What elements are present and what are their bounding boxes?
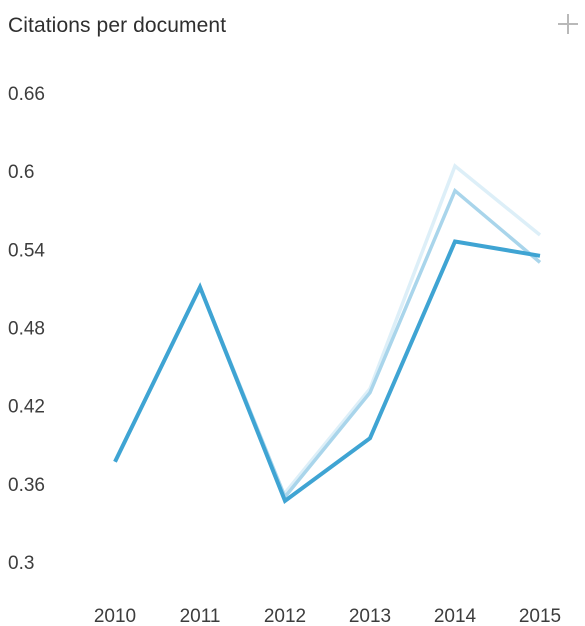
y-tick-label: 0.36 bbox=[8, 475, 45, 496]
y-tick-label: 0.42 bbox=[8, 397, 45, 418]
x-tick-label: 2014 bbox=[434, 606, 477, 626]
y-tick-label: 0.54 bbox=[8, 240, 45, 261]
x-tick-label: 2013 bbox=[349, 606, 391, 626]
x-tick-label: 2010 bbox=[94, 606, 136, 626]
y-tick-label: 0.48 bbox=[8, 319, 45, 340]
series-line bbox=[113, 239, 541, 504]
x-tick-label: 2015 bbox=[519, 606, 561, 626]
y-tick-label: 0.66 bbox=[8, 84, 45, 105]
x-tick-label: 2012 bbox=[264, 606, 306, 626]
series-line bbox=[113, 187, 542, 501]
series-3 bbox=[113, 239, 541, 504]
widget-title: Citations per document bbox=[8, 14, 227, 37]
x-tick-label: 2011 bbox=[180, 606, 221, 626]
x-axis: 2010 2011 2012 2013 2014 2015 bbox=[94, 606, 561, 626]
plus-icon[interactable] bbox=[555, 11, 581, 37]
y-tick-label: 0.6 bbox=[8, 162, 34, 183]
series-layer bbox=[113, 163, 542, 504]
y-tick-label: 0.3 bbox=[8, 553, 34, 574]
y-axis: 0.66 0.6 0.54 0.48 0.42 0.36 0.3 bbox=[8, 84, 45, 574]
series-2 bbox=[113, 187, 542, 501]
series-line bbox=[283, 163, 542, 495]
series-1 bbox=[283, 163, 542, 495]
